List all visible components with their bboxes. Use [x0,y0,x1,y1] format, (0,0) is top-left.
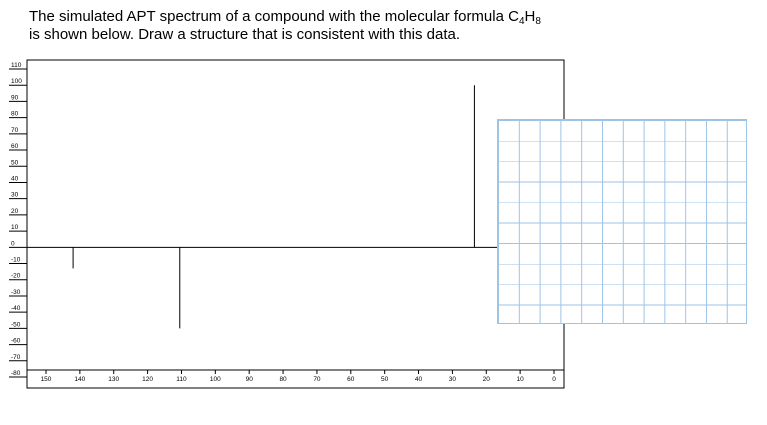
x-tick-label: 60 [347,376,355,383]
hydrogen-subscript: 8 [535,16,541,27]
x-tick-label: 130 [108,376,119,383]
y-tick-label: 50 [11,159,19,166]
y-tick-label: -70 [11,354,21,361]
y-tick-label: 70 [11,127,19,134]
x-tick-label: 30 [449,376,457,383]
question-line-1-text: The simulated APT spectrum of a compound… [29,8,519,25]
y-tick-label: -80 [11,370,21,377]
x-tick-label: 150 [41,376,52,383]
x-tick-label: 140 [74,376,85,383]
y-tick-label: 20 [11,208,19,215]
y-tick-label: -20 [11,273,21,280]
question-line-2: is shown below. Draw a structure that is… [29,26,461,43]
peaks [72,85,475,329]
x-tick-label: 0 [552,376,556,383]
y-tick-label: 100 [11,78,22,85]
y-axis: 1101009080706050403020100-10-20-30-40-50… [9,60,28,388]
plot-frame [26,59,565,389]
y-tick-label: -40 [11,305,21,312]
y-tick-label: 80 [11,111,19,118]
y-tick-label: 40 [11,175,19,182]
structure-drawing-grid[interactable] [497,119,747,324]
carbon-subscript: 4 [518,16,525,27]
x-tick-label: 50 [381,376,389,383]
y-tick-label: -60 [11,338,21,345]
y-tick-label: 10 [11,224,19,231]
x-tick-label: 110 [176,376,187,383]
x-tick-label: 20 [483,376,491,383]
y-tick-label: 0 [11,240,15,247]
y-tick-label: 110 [11,62,22,69]
y-tick-label: 60 [11,143,19,150]
x-axis: 150 140 130 120 110 100 90 80 70 60 50 40 30 20 10 0 [27,369,564,383]
x-tick-label: 120 [142,376,153,383]
x-tick-label: 40 [415,376,423,383]
x-tick-label: 100 [210,376,221,383]
y-tick-label: 90 [11,94,19,101]
y-tick-label: -30 [11,289,21,296]
y-tick-label: 30 [11,192,19,199]
question-line-1: The simulated APT spectrum of a compound… [29,8,541,27]
x-tick-label: 90 [246,376,254,383]
hydrogen-symbol: H [524,8,536,25]
x-tick-label: 10 [517,376,525,383]
y-tick-label: -10 [11,257,21,264]
x-tick-label: 70 [313,376,321,383]
y-tick-label: -50 [11,321,21,328]
question-text: The simulated APT spectrum of a compound… [29,8,541,44]
x-tick-label: 80 [279,376,287,383]
